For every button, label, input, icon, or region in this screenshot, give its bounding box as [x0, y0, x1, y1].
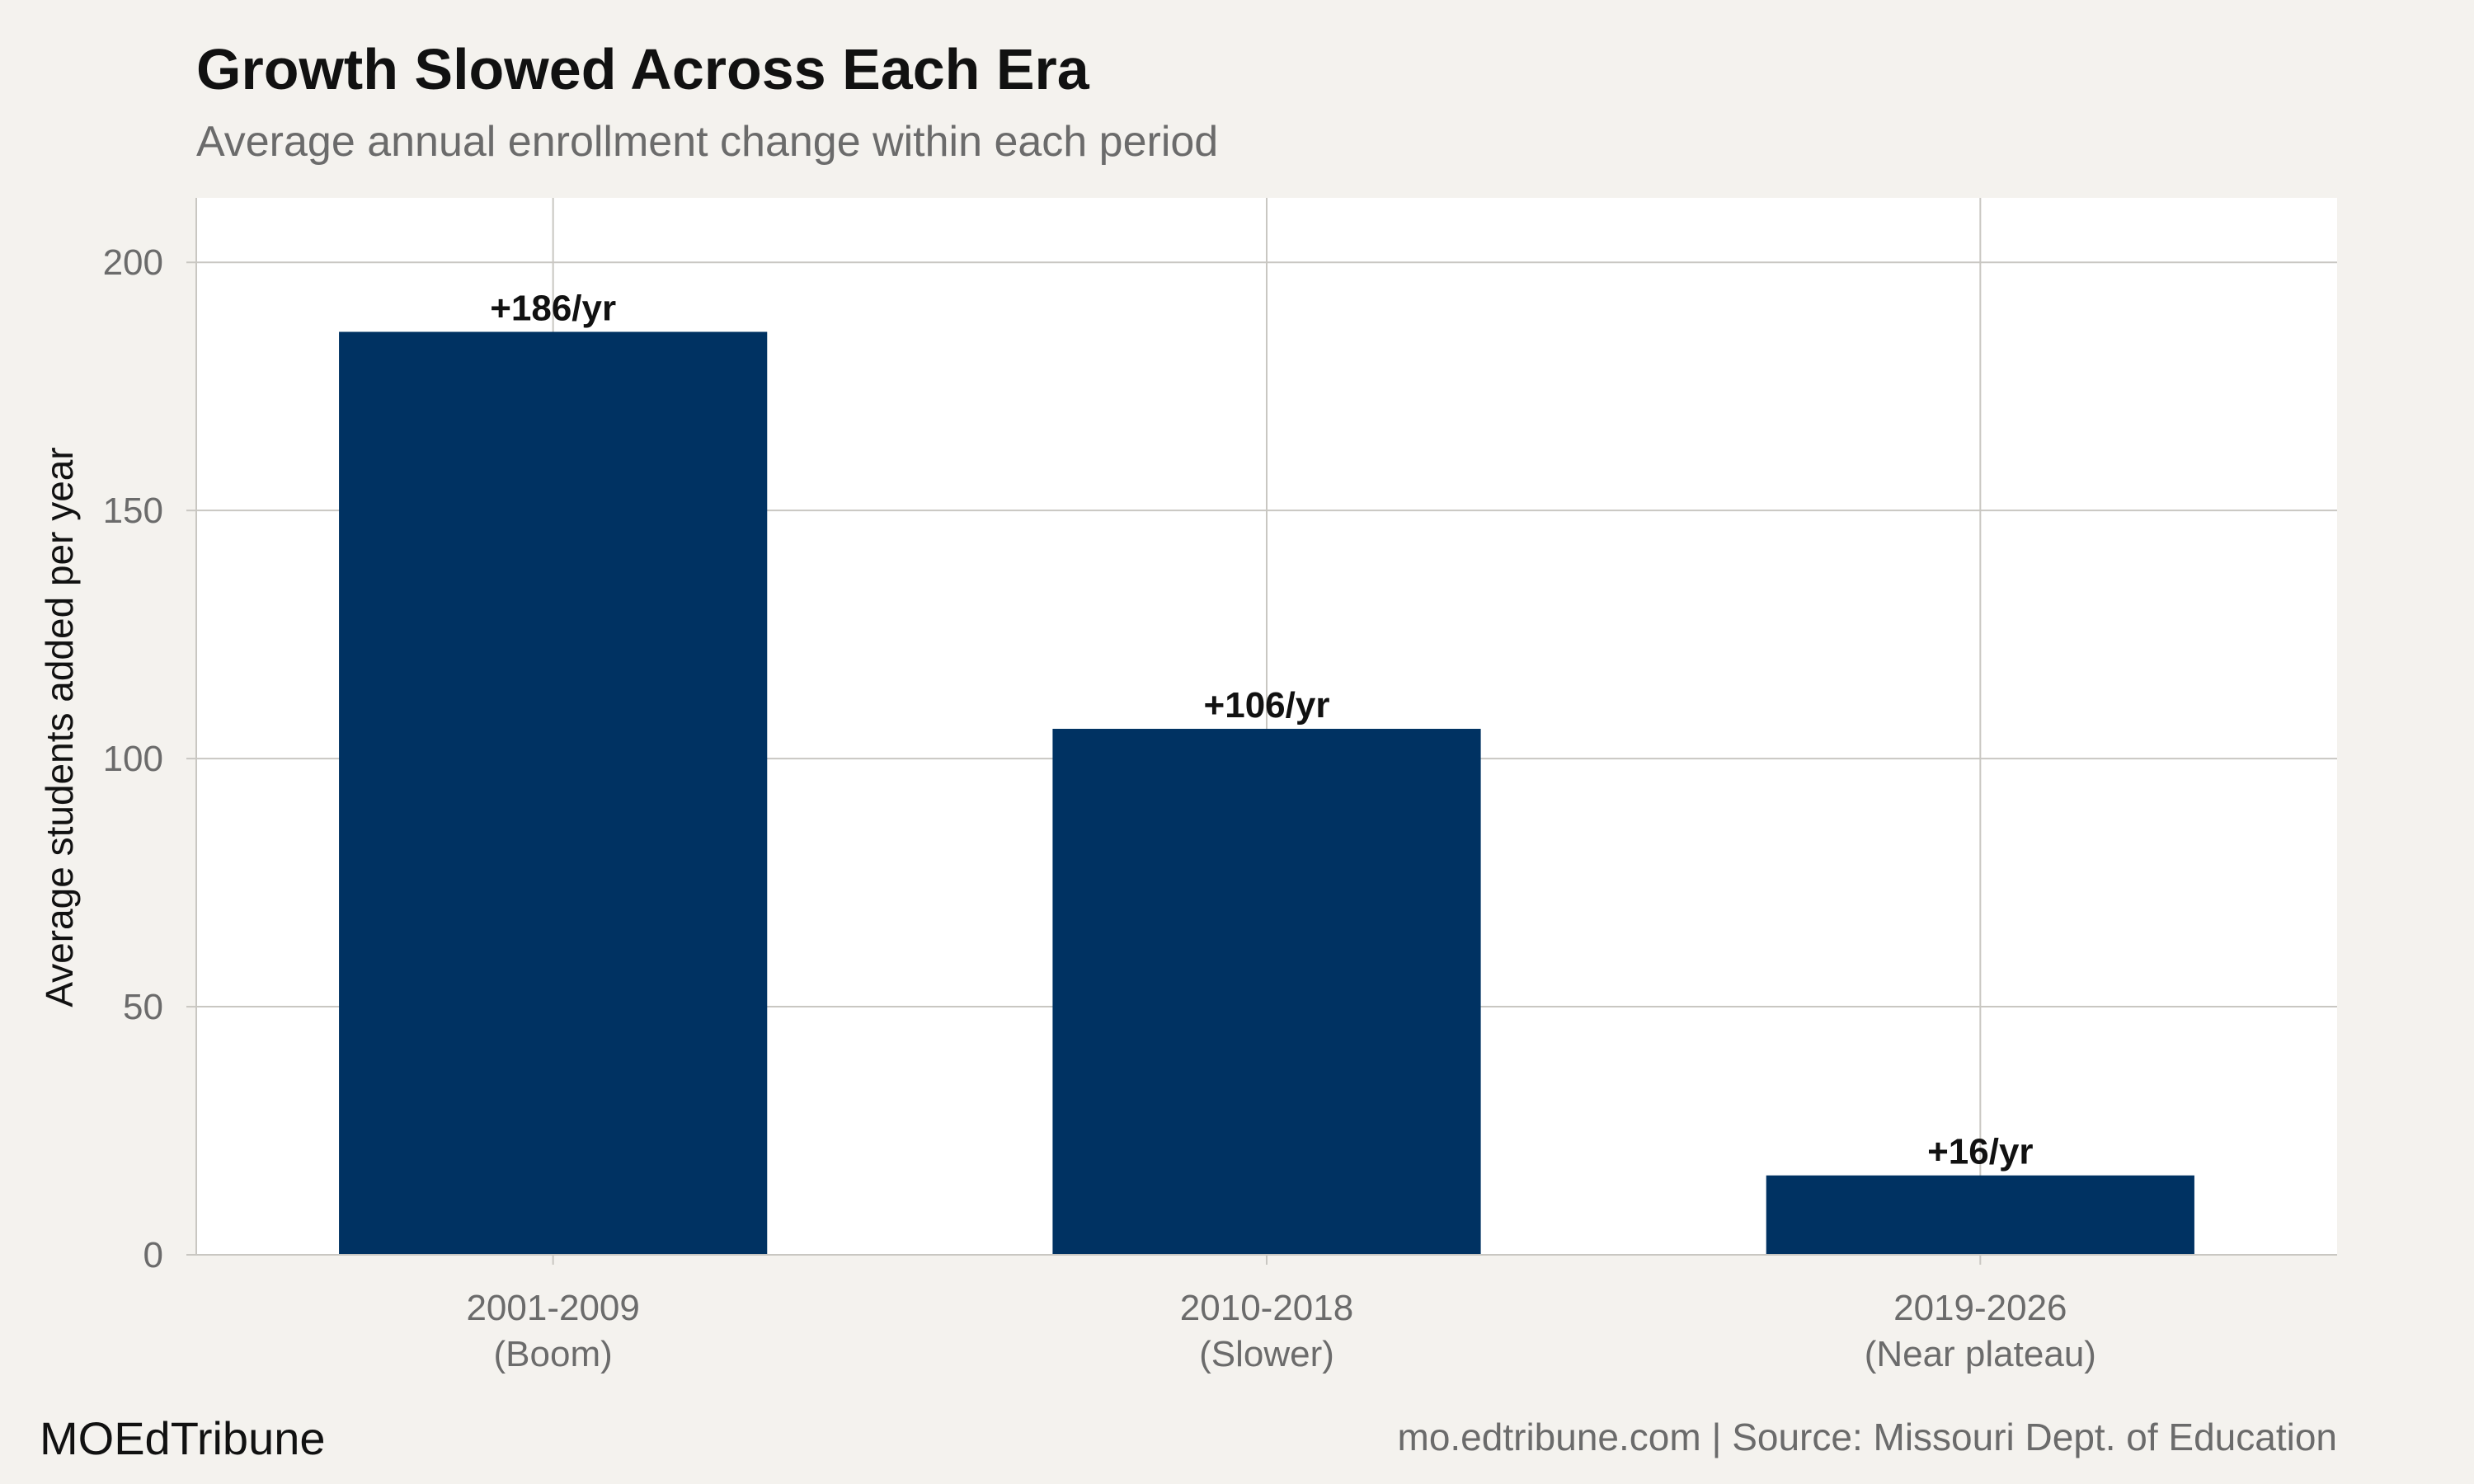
x-tick-label: (Boom) [494, 1334, 613, 1374]
data-label: +106/yr [1204, 685, 1330, 726]
y-axis-label: Average students added per year [38, 447, 81, 1007]
data-label: +16/yr [1927, 1132, 2033, 1172]
y-tick-label: 200 [103, 242, 163, 283]
y-tick-label: 150 [103, 491, 163, 531]
x-tick-label: (Slower) [1199, 1334, 1334, 1374]
y-tick-label: 0 [143, 1235, 163, 1275]
y-tick-label: 100 [103, 739, 163, 779]
chart-subtitle: Average annual enrollment change within … [196, 118, 1219, 166]
data-labels: +186/yr +106/yr +16/yr [490, 289, 2033, 1172]
brand-name: MOEdTribune [40, 1412, 326, 1464]
bar [339, 331, 768, 1255]
bar [1052, 729, 1481, 1255]
chart-title: Growth Slowed Across Each Era [196, 37, 1089, 101]
y-tick-label: 50 [123, 987, 163, 1027]
x-tick-label: (Near plateau) [1865, 1334, 2096, 1374]
x-tick-label: 2019-2026 [1893, 1288, 2067, 1328]
x-tick-label: 2001-2009 [466, 1288, 639, 1328]
x-tick-label: 2010-2018 [1180, 1288, 1353, 1328]
bar [1766, 1175, 2194, 1255]
data-label: +186/yr [490, 289, 616, 329]
bars [339, 331, 2194, 1255]
source-note: mo.edtribune.com | Source: Missouri Dept… [1397, 1416, 2338, 1458]
axes: 0 50 100 150 200 2001-2009 (Boom) 2010-2018 (Slo… [103, 198, 2337, 1374]
